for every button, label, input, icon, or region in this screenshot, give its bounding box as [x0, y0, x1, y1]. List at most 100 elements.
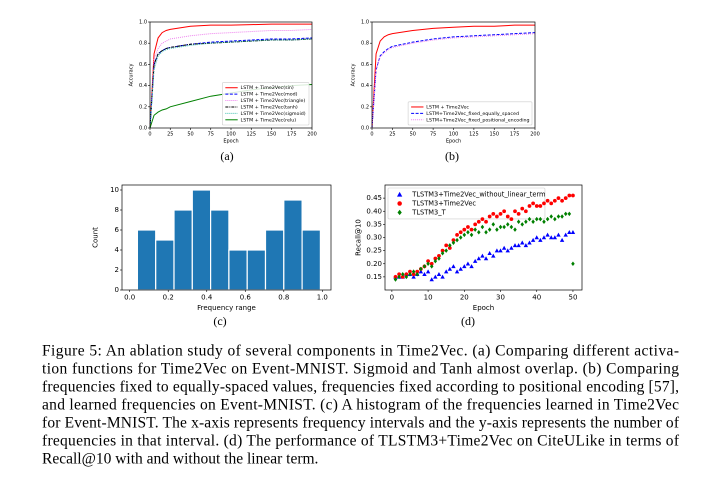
x-tick-label: 200 — [307, 132, 317, 138]
y-tick-label: 0.6 — [361, 62, 369, 68]
marker — [527, 240, 532, 245]
bar — [210, 209, 230, 291]
marker — [444, 269, 449, 274]
marker — [429, 277, 434, 282]
y-tick-label: 0.4 — [361, 83, 369, 89]
y-tick-label: 0.4 — [139, 83, 147, 89]
marker — [538, 216, 543, 222]
subplot: 0 25 50 75 100 125 150 175 200 0.0 0.2 0.4 0.6 0.8 1.0… — [129, 20, 317, 163]
line — [371, 32, 536, 129]
subplot: 0 25 50 75 100 125 150 175 200 0.0 0.2 0.4 0.6 0.8 1.0… — [351, 20, 540, 163]
marker — [516, 212, 521, 216]
legend: LSTM + Time2VecLSTM+Time2Vec_fixed_equal… — [407, 101, 533, 126]
marker — [523, 243, 529, 248]
marker — [483, 256, 489, 261]
marker — [433, 258, 438, 264]
marker — [505, 214, 510, 219]
marker — [397, 272, 401, 277]
x-tick-label: 25 — [389, 132, 395, 138]
legend-label: LSTM + Time2Vec(tanh) — [241, 104, 298, 110]
marker — [415, 269, 420, 274]
marker — [509, 217, 514, 221]
x-tick-label: 175 — [287, 132, 297, 138]
legend-label: TLSTM3_T — [411, 208, 446, 216]
marker — [530, 237, 536, 242]
marker — [451, 238, 456, 242]
legend-label: LSTM + Time2Vec(triangle) — [241, 98, 306, 104]
marker — [480, 217, 485, 221]
y-axis-label: Accuracy — [129, 64, 135, 87]
marker — [527, 216, 532, 222]
bar — [173, 209, 193, 291]
marker — [512, 243, 518, 248]
marker — [498, 224, 503, 230]
marker — [408, 272, 412, 277]
x-tick-label: 125 — [246, 132, 256, 138]
x-tick-label: 75 — [208, 132, 214, 138]
caption-line: and learned frequencies on Event-MNIST. … — [42, 397, 679, 414]
marker — [549, 214, 553, 219]
marker — [466, 230, 470, 235]
y-tick-label: 2 — [115, 266, 119, 274]
legend-label: LSTM + Time2Vec(sin) — [241, 85, 294, 91]
y-tick-label: 0.20 — [366, 260, 382, 268]
marker — [437, 256, 441, 261]
marker — [484, 219, 488, 224]
marker — [411, 274, 416, 279]
marker — [419, 266, 423, 272]
marker — [469, 264, 474, 269]
marker — [563, 232, 568, 237]
x-tick-label: 0.2 — [163, 294, 174, 302]
caption-line: Recall@10 with and without the linear te… — [42, 451, 318, 468]
y-tick-label: 0.8 — [139, 41, 147, 47]
marker — [440, 248, 445, 253]
marker — [538, 237, 543, 242]
subplot: 0 10 20 30 40 50 0.15 0.20 0.25 0.30 0.35 0.40 0.45 E… — [354, 184, 583, 328]
marker — [462, 232, 467, 238]
marker — [552, 198, 557, 203]
marker — [498, 248, 503, 253]
marker — [502, 224, 506, 230]
x-tick-label: 0.0 — [124, 294, 135, 302]
marker — [545, 198, 550, 203]
x-axis-label: Epoch — [223, 139, 238, 145]
marker — [469, 227, 474, 232]
marker — [531, 201, 535, 206]
marker — [502, 209, 507, 214]
marker — [480, 253, 485, 258]
marker — [466, 225, 470, 229]
marker — [484, 230, 488, 235]
marker — [560, 214, 564, 219]
marker — [523, 209, 528, 214]
marker — [567, 193, 572, 198]
marker — [397, 274, 401, 280]
marker — [437, 254, 441, 258]
legend-label: LSTM+Time2Vec_fixed_positional_encoding — [426, 117, 529, 123]
marker — [476, 219, 481, 224]
x-tick-label: 20 — [460, 294, 469, 302]
bar — [155, 239, 175, 291]
marker — [563, 211, 568, 217]
marker — [404, 274, 409, 280]
marker — [541, 235, 547, 240]
marker — [524, 219, 528, 224]
marker — [545, 232, 550, 237]
x-tick-label: 0 — [148, 132, 151, 138]
x-tick-label: 1.0 — [317, 294, 328, 302]
marker — [487, 227, 492, 232]
marker — [509, 245, 514, 250]
marker — [426, 259, 430, 263]
y-tick-label: 1.0 — [139, 20, 147, 26]
marker — [571, 193, 575, 198]
marker — [570, 230, 576, 235]
bar — [136, 229, 157, 291]
y-tick-label: 0.35 — [366, 220, 382, 228]
marker — [556, 196, 561, 200]
line — [371, 33, 536, 129]
marker — [534, 204, 539, 208]
x-tick-label: 125 — [469, 132, 479, 138]
legend-label: LSTM + Time2Vec(sigmoid) — [241, 111, 306, 117]
y-tick-label: 0.45 — [366, 194, 382, 202]
y-tick-label: 0 — [115, 286, 119, 294]
